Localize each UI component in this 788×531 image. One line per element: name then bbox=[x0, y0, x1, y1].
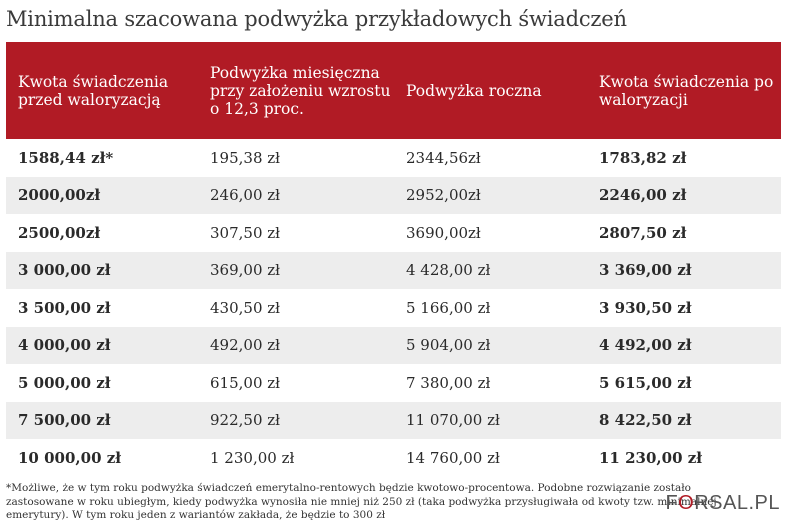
table-cell: 615,00 zł bbox=[210, 373, 281, 392]
table-cell: 8 422,50 zł bbox=[599, 411, 692, 430]
table-cell: 4 000,00 zł bbox=[18, 336, 111, 355]
table-cell: 4 492,00 zł bbox=[599, 336, 692, 355]
table-cell: 2000,00zł bbox=[18, 186, 101, 205]
table-cell: 1588,44 zł* bbox=[18, 148, 114, 167]
table-cell: 11 070,00 zł bbox=[406, 411, 500, 430]
header-cell-yearly: Podwyżka roczna bbox=[406, 81, 542, 100]
table-cell: 922,50 zł bbox=[210, 411, 281, 430]
table-cell: 5 904,00 zł bbox=[406, 336, 491, 355]
table-cell: 3690,00zł bbox=[406, 223, 481, 242]
table-cell: 2344,56zł bbox=[406, 148, 481, 167]
table-cell: 11 230,00 zł bbox=[599, 448, 703, 467]
page-title: Minimalna szacowana podwyżka przykładowy… bbox=[6, 7, 627, 31]
table-row: 5 000,00 zł 615,00 zł 7 380,00 zł 5 615,00 … bbox=[6, 364, 781, 402]
table-cell: 3 000,00 zł bbox=[18, 261, 111, 280]
table-cell: 7 500,00 zł bbox=[18, 411, 111, 430]
table-row: 4 000,00 zł 492,00 zł 5 904,00 zł 4 492,00 … bbox=[6, 326, 781, 364]
header-cell-monthly: Podwyżka miesięczna przy założeniu wzros… bbox=[210, 63, 391, 118]
table-cell: 2500,00zł bbox=[18, 223, 101, 242]
table-cell: 2952,00zł bbox=[406, 186, 481, 205]
table-cell: 2246,00 zł bbox=[599, 186, 687, 205]
table-cell: 5 166,00 zł bbox=[406, 298, 491, 317]
table-cell: 5 615,00 zł bbox=[599, 373, 692, 392]
table-cell: 14 760,00 zł bbox=[406, 448, 500, 467]
table-cell: 3 500,00 zł bbox=[18, 298, 111, 317]
table-cell: 1783,82 zł bbox=[599, 148, 687, 167]
table-cell: 5 000,00 zł bbox=[18, 373, 111, 392]
table-cell: 4 428,00 zł bbox=[406, 261, 491, 280]
table-cell: 369,00 zł bbox=[210, 261, 281, 280]
header-cell-after: Kwota świadczenia po waloryzacji bbox=[599, 72, 774, 109]
table-cell: 3 930,50 zł bbox=[599, 298, 692, 317]
table-cell: 430,50 zł bbox=[210, 298, 281, 317]
table-cell: 246,00 zł bbox=[210, 186, 281, 205]
forsal-logo: FORSAL.PL bbox=[665, 492, 780, 514]
table-row: 10 000,00 zł 1 230,00 zł 14 760,00 zł 11 23… bbox=[6, 439, 781, 477]
table-cell: 307,50 zł bbox=[210, 223, 281, 242]
table-cell: 2807,50 zł bbox=[599, 223, 687, 242]
table-cell: 10 000,00 zł bbox=[18, 448, 122, 467]
table-row: 2500,00zł 307,50 zł 3690,00zł 2807,50 zł bbox=[6, 214, 781, 252]
table-cell: 3 369,00 zł bbox=[599, 261, 692, 280]
table-cell: 492,00 zł bbox=[210, 336, 281, 355]
footnote: *Możliwe, że w tym roku podwyżka świadcz… bbox=[6, 482, 717, 521]
table-row: 1588,44 zł* 195,38 zł 2344,56zł 1783,82 zł bbox=[6, 139, 781, 177]
header-cell-before: Kwota świadczenia przed waloryzacją bbox=[18, 72, 169, 109]
table-cell: 195,38 zł bbox=[210, 148, 281, 167]
table-row: 3 500,00 zł 430,50 zł 5 166,00 zł 3 930,50 … bbox=[6, 289, 781, 327]
data-table: Kwota świadczenia przed waloryzacją Podw… bbox=[6, 42, 781, 477]
table-row: 7 500,00 zł 922,50 zł 11 070,00 zł 8 422,50… bbox=[6, 401, 781, 439]
table-row: 3 000,00 zł 369,00 zł 4 428,00 zł 3 369,00 … bbox=[6, 251, 781, 289]
table-header: Kwota świadczenia przed waloryzacją Podw… bbox=[6, 42, 781, 139]
table-body: 1588,44 zł* 195,38 zł 2344,56zł 1783,82 zł 2… bbox=[6, 139, 781, 477]
table-row: 2000,00zł 246,00 zł 2952,00zł 2246,00 zł bbox=[6, 176, 781, 214]
table-cell: 7 380,00 zł bbox=[406, 373, 491, 392]
table-cell: 1 230,00 zł bbox=[210, 448, 295, 467]
